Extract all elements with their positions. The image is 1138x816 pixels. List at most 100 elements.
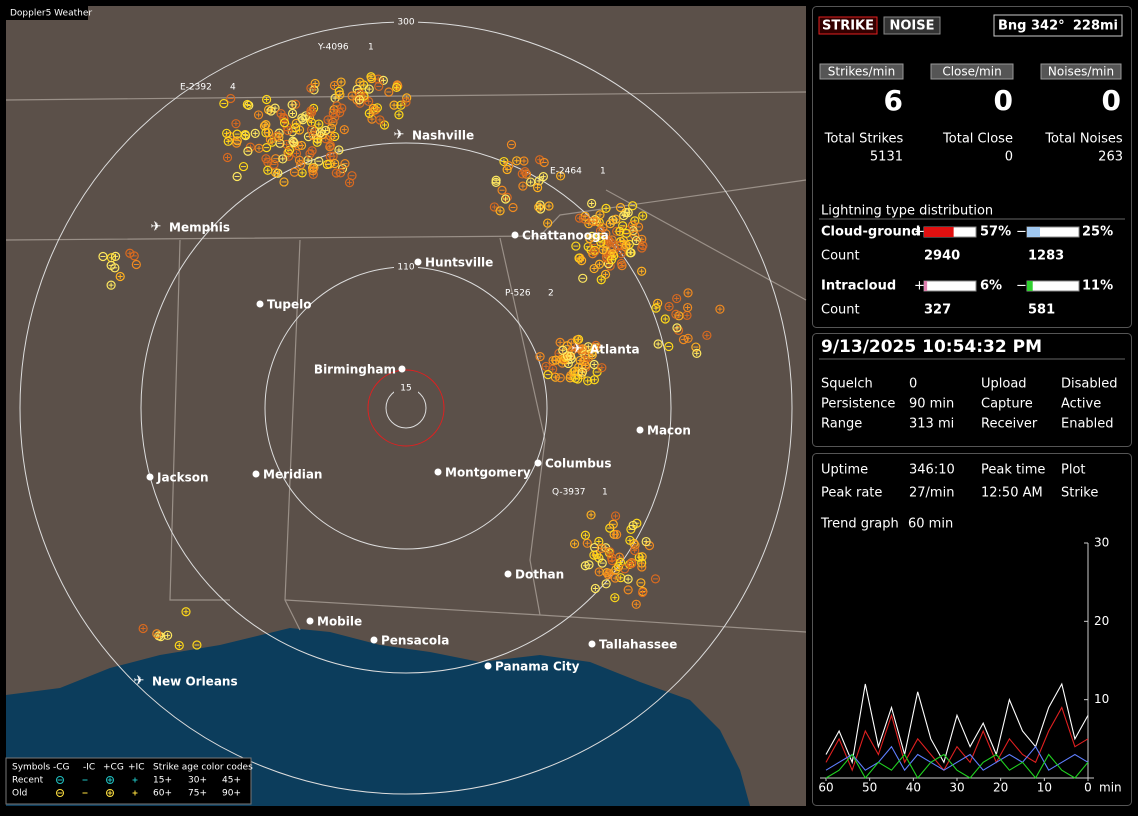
storm-tag: Y-4096 [317,43,349,53]
strike-symbol [307,125,317,135]
strike-symbol [325,140,335,150]
city-dot [504,570,512,578]
bar-track [1026,280,1080,292]
strike-symbol [610,511,621,521]
strike-sign [543,363,549,369]
ring-label-bg [394,382,418,394]
storm-tag: Q-3937 [552,488,586,498]
strike-sign [558,173,564,179]
strike-sign [591,362,597,368]
strike-symbol [611,214,621,224]
setting-value: 0 [909,377,917,392]
strike-symbol [601,579,611,589]
strike-symbol [238,161,249,172]
strike-sign [684,312,690,318]
strike-sign [536,204,542,210]
type-label: Cloud-ground [821,225,920,240]
rate-label-box [1040,63,1122,80]
legend-symbol [56,776,64,784]
strike-sign [640,590,646,596]
title-bg [6,6,88,20]
strike-symbol [284,145,295,155]
city-label: Meridian [263,468,322,482]
airport-icon: ✈ [572,342,583,357]
strike-symbol [575,355,585,366]
strike-symbol [618,221,628,231]
legend-row-label: Old [12,789,27,799]
strike-symbol [574,213,585,223]
strike-symbol [250,128,260,138]
strike-symbol [544,201,554,211]
setting-label: Upload [981,377,1027,392]
strike-sign [336,147,342,153]
strike-symbol [279,177,289,187]
strike-sign [640,213,646,219]
strike-symbol [630,545,640,556]
strike-symbol [263,128,274,138]
strike-symbol [616,258,626,269]
strike-sign [165,632,171,638]
strike-sign [263,156,269,162]
strike-sign [545,220,551,226]
strike-symbol [621,240,631,250]
airport-icon: ✈ [151,220,162,235]
strike-sign [560,347,566,353]
strike-symbol [580,561,590,571]
strike-sign [546,203,552,209]
strike-symbol [628,520,638,531]
sign: + [914,225,925,240]
strike-symbol [276,109,286,119]
strike-symbol [289,167,299,177]
strike-sign [640,243,646,249]
legend-age: 45+ [222,776,241,786]
strike-symbol [138,623,148,634]
legend-age: 15+ [153,776,172,786]
noise-button[interactable] [883,16,941,35]
rate-label-box [930,63,1014,80]
strike-symbol [558,345,568,355]
strike-symbol [287,108,298,119]
strike-symbol [174,640,184,651]
strike-sign [233,121,239,127]
strike-symbol [637,562,647,572]
strike-symbol [577,255,587,266]
strike-symbol [244,100,254,111]
strike-sign [113,253,119,259]
strike-sign [612,595,618,601]
strike-symbol [98,251,108,262]
strike-button[interactable] [818,16,878,35]
strike-symbol [110,251,121,262]
strike-symbol [683,302,693,313]
strike-symbol [289,137,299,148]
strike-symbol [573,374,583,384]
strike-symbol [520,167,530,177]
percent: 57% [980,225,1011,240]
strike-symbol [664,341,674,352]
strike-symbol [274,132,284,142]
strike-sign [266,130,272,136]
strike-sign [501,159,507,165]
strike-symbol [623,585,633,595]
strike-symbol [222,152,233,163]
strike-symbol [355,98,365,108]
strike-sign [577,357,583,363]
strike-sign [550,366,556,372]
strike-sign [597,212,603,218]
city-dot [534,459,542,467]
storm-count: 1 [600,167,606,177]
strike-symbol [326,123,337,133]
city-label: Panama City [495,660,580,674]
strike-sign [503,196,509,202]
strike-symbol [534,202,544,212]
strike-sign [629,561,635,567]
trend-line [825,753,1089,779]
legend-symbol [107,790,113,796]
strike-sign [630,228,636,234]
strike-symbol [226,93,236,104]
strike-sign [377,117,383,123]
strike-symbol [692,348,702,358]
strike-sign [316,121,322,127]
type-label: Intracloud [821,279,896,294]
strike-sign [582,532,588,538]
strike-symbol [609,242,619,252]
